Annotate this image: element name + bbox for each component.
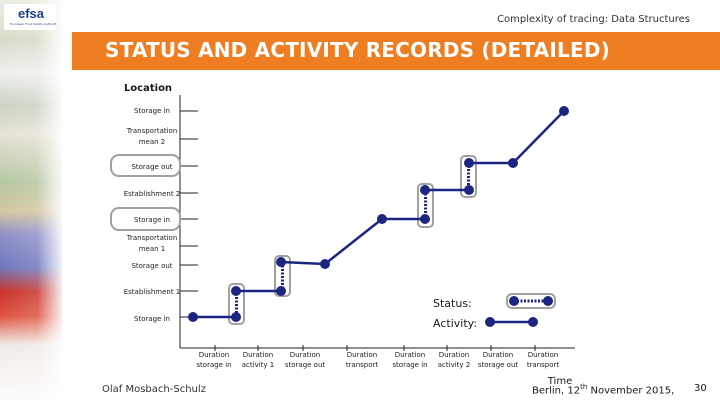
logo-subtitle: European Food Safety Authority xyxy=(10,22,56,26)
x-label: activity 2 xyxy=(438,361,470,369)
x-label: Duration xyxy=(395,351,425,359)
date-prefix: Berlin, 12 xyxy=(532,385,581,397)
legend-activity-dot xyxy=(485,317,495,327)
axis-labels: Location Storage in Transportation mean 2 St… xyxy=(124,83,573,387)
legend-status-box xyxy=(506,293,556,309)
y-label: mean 2 xyxy=(139,138,166,146)
x-label: Duration xyxy=(528,351,558,359)
legend-activity-label: Activity: xyxy=(433,317,477,330)
x-label: transport xyxy=(527,361,560,369)
legend-status-dot xyxy=(543,296,553,306)
efsa-logo: efsa European Food Safety Authority xyxy=(4,4,56,30)
activity-line xyxy=(512,110,565,164)
legend: Status: Activity: xyxy=(433,293,556,330)
logo-text: efsa xyxy=(18,6,45,21)
page-number: 30 xyxy=(694,383,707,394)
y-label: Storage in xyxy=(134,216,170,224)
x-label: Duration xyxy=(290,351,320,359)
record-dot xyxy=(276,286,286,296)
header-subtitle: Complexity of tracing: Data Structures xyxy=(497,14,690,25)
x-label: transport xyxy=(346,361,379,369)
y-label: Establishment 1 xyxy=(124,288,181,296)
record-dot xyxy=(559,106,569,116)
status-box xyxy=(228,283,245,325)
x-label: Duration xyxy=(199,351,229,359)
y-label: Storage in xyxy=(134,315,170,323)
status-box xyxy=(274,255,291,297)
record-dot xyxy=(377,214,387,224)
y-label: Storage out xyxy=(131,163,172,171)
record-dot xyxy=(464,185,474,195)
legend-status-dot xyxy=(509,296,519,306)
legend-activity-dot xyxy=(528,317,538,327)
date-superscript: th xyxy=(580,383,588,391)
label-highlight-storage-in-2 xyxy=(110,207,181,231)
status-box xyxy=(460,155,477,198)
y-label: mean 1 xyxy=(139,245,166,253)
record-dot xyxy=(508,158,518,168)
activity-lines xyxy=(193,110,565,319)
y-label: Establishment 2 xyxy=(124,190,181,198)
record-dot xyxy=(231,286,241,296)
y-axis-title: Location xyxy=(124,83,172,94)
label-highlight-storage-out-2 xyxy=(110,154,181,177)
y-label: Storage out xyxy=(131,262,172,270)
photo-strip-fade xyxy=(0,0,62,405)
record-dot xyxy=(320,259,330,269)
photo-strip xyxy=(0,0,62,405)
footer-date: Berlin, 12th November 2015, xyxy=(532,383,674,396)
record-dot xyxy=(231,312,241,322)
y-label: Storage in xyxy=(134,107,170,115)
slide-title: STATUS AND ACTIVITY RECORDS (DETAILED) xyxy=(105,38,610,62)
x-label: Duration xyxy=(439,351,469,359)
author-name: Olaf Mosbach-Schulz xyxy=(102,384,206,395)
x-label: storage in xyxy=(196,361,231,369)
x-label: storage in xyxy=(392,361,427,369)
record-dot xyxy=(420,185,430,195)
x-label: storage out xyxy=(285,361,326,369)
date-suffix: November 2015, xyxy=(587,385,675,397)
y-label: Transportation xyxy=(126,127,178,135)
y-label: Transportation xyxy=(126,234,178,242)
title-banner: STATUS AND ACTIVITY RECORDS (DETAILED) xyxy=(72,32,720,70)
x-axis-title: Time xyxy=(547,376,572,387)
record-dot xyxy=(464,158,474,168)
x-label: Duration xyxy=(483,351,513,359)
status-box xyxy=(417,183,434,228)
x-label: activity 1 xyxy=(242,361,274,369)
activity-line xyxy=(324,218,383,265)
x-label: Duration xyxy=(243,351,273,359)
record-dot xyxy=(420,214,430,224)
x-label: storage out xyxy=(478,361,519,369)
legend-status-label: Status: xyxy=(433,297,472,310)
activity-line xyxy=(280,260,326,266)
record-dot xyxy=(276,257,286,267)
x-label: Duration xyxy=(347,351,377,359)
record-dot xyxy=(188,312,198,322)
record-dots xyxy=(188,106,569,322)
